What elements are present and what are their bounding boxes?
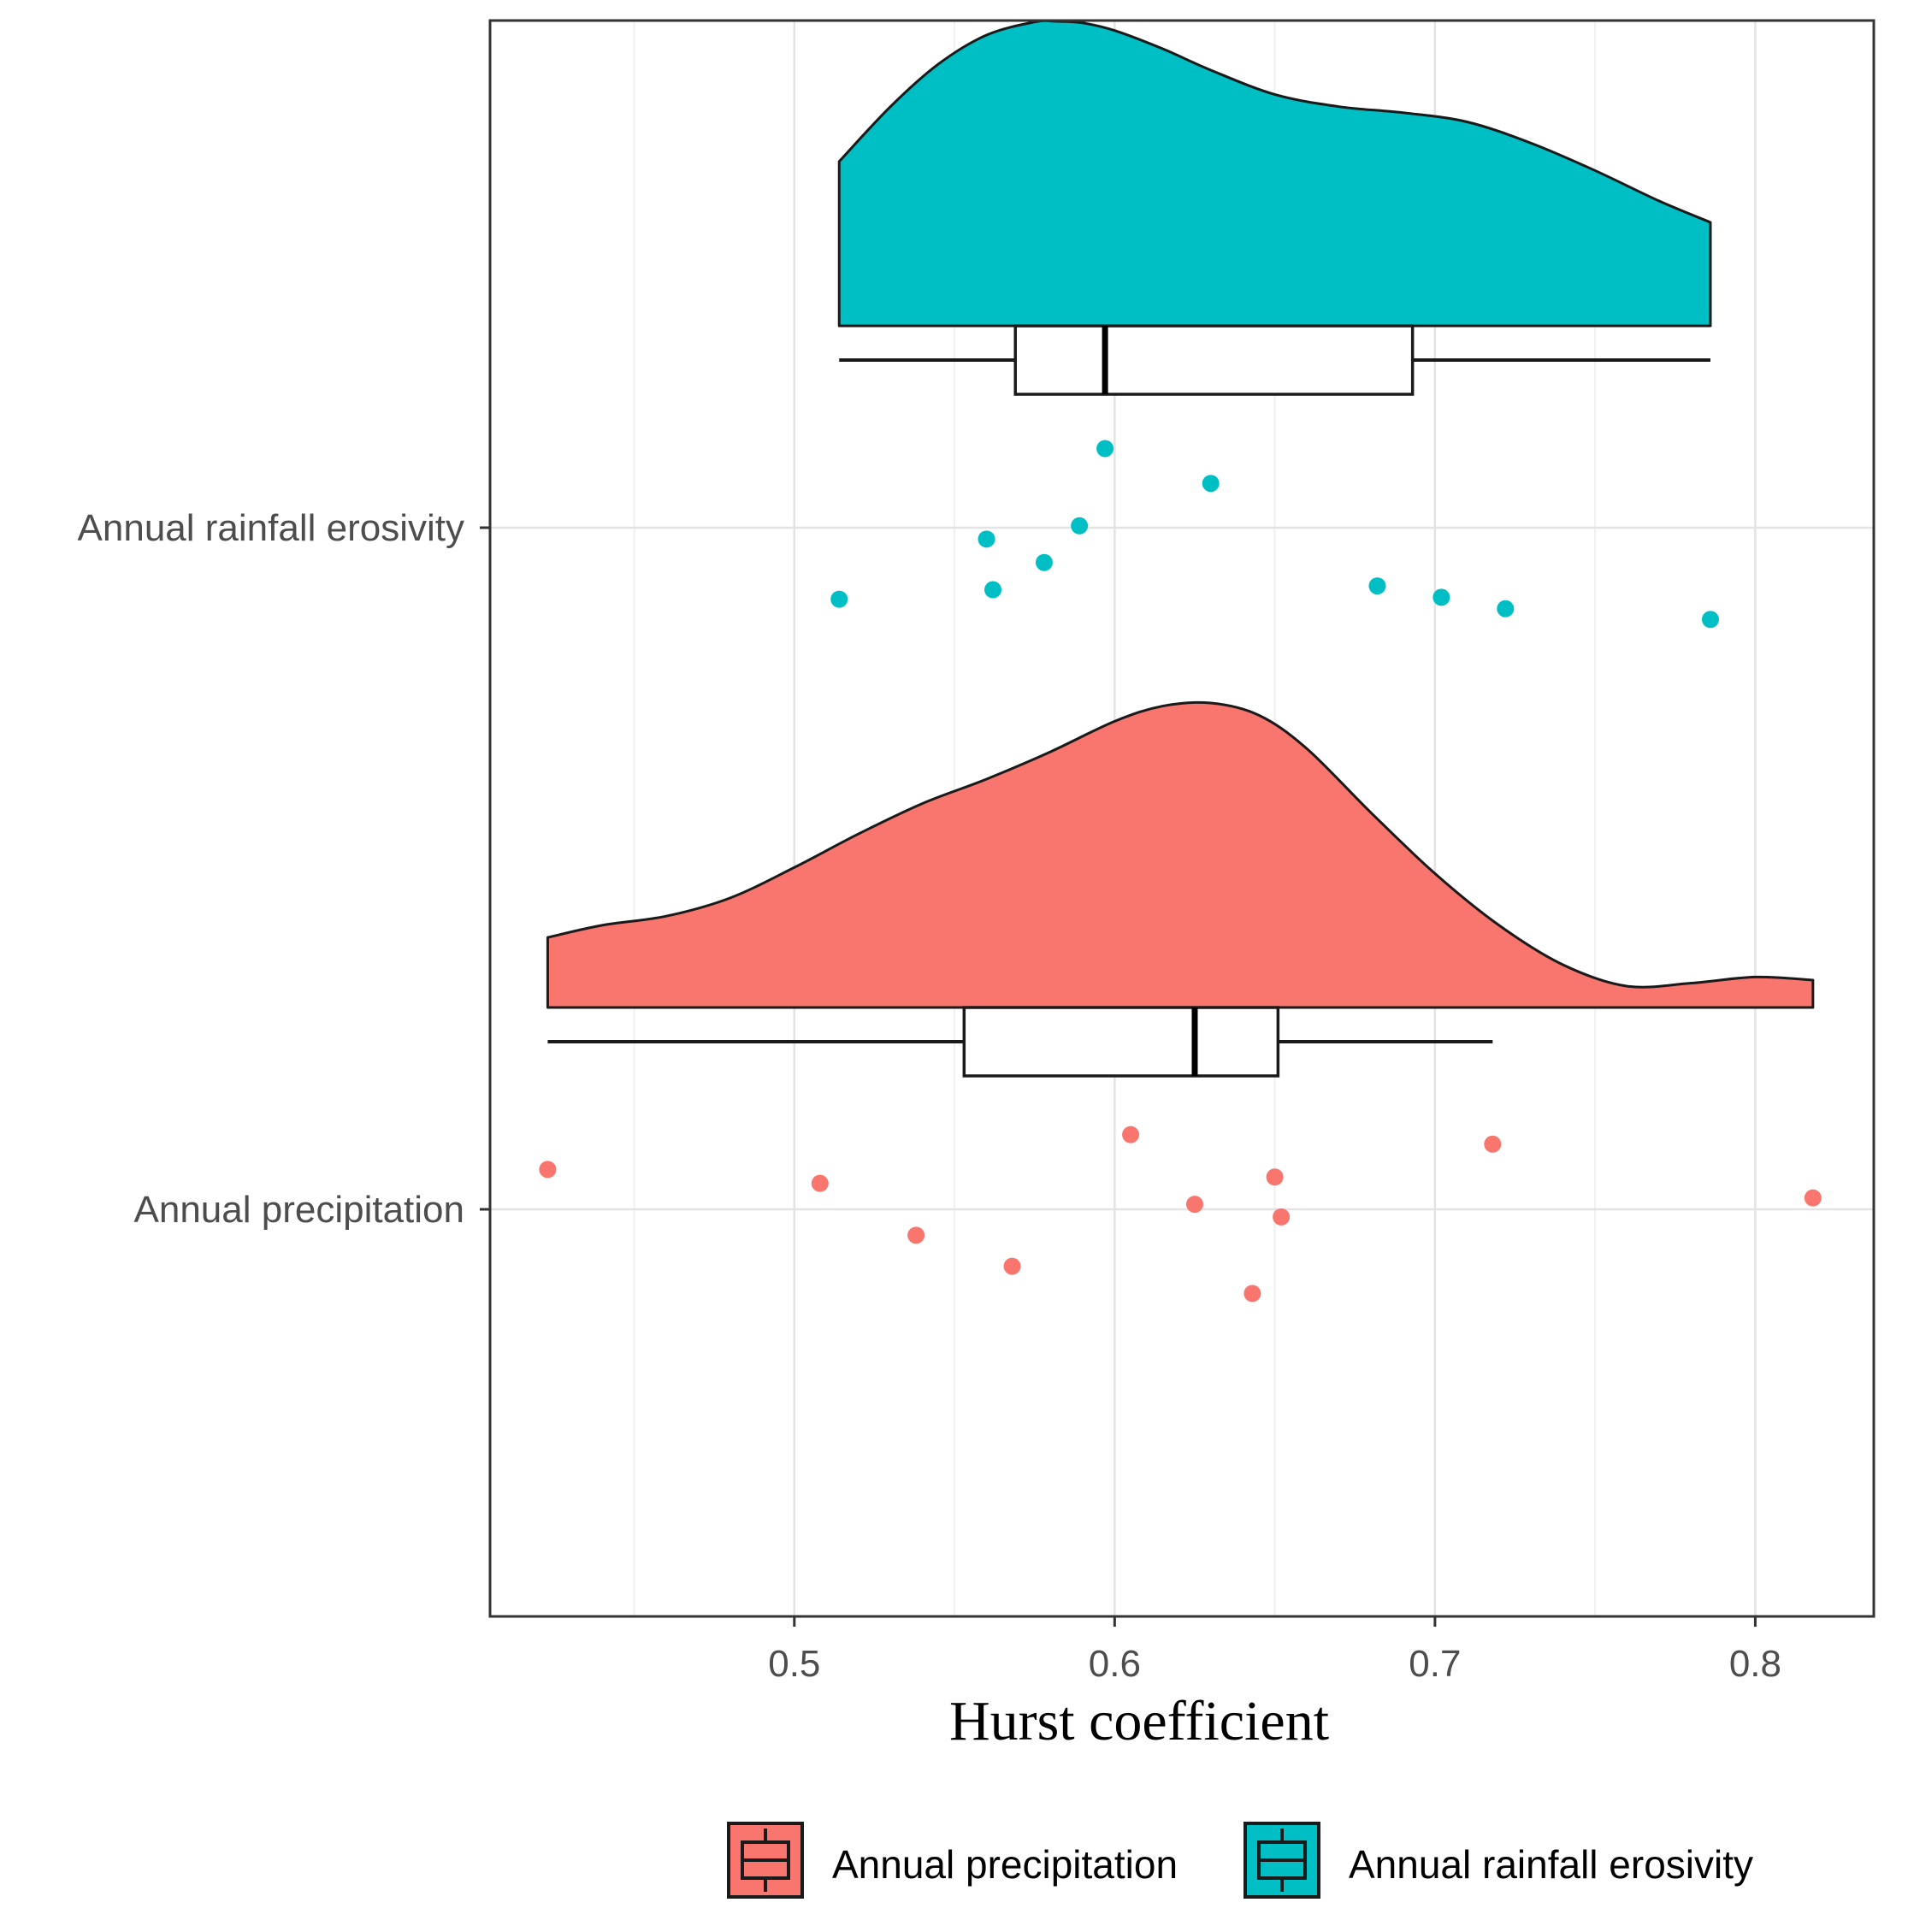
- density-cloud-annual-precipitation: [546, 700, 1815, 1009]
- point-annual-rainfall-erosivity-7: [1368, 577, 1386, 595]
- point-annual-rainfall-erosivity-10: [1701, 611, 1719, 629]
- legend-label-erosivity: Annual rainfall erosivity: [1349, 1842, 1753, 1887]
- data-points: [539, 440, 1822, 1303]
- boxplots: [547, 324, 1710, 1078]
- point-annual-rainfall-erosivity-5: [984, 581, 1002, 599]
- box-iqr-annual-rainfall-erosivity: [1013, 324, 1415, 396]
- legend: Annual precipitation Annual rainfall ero…: [727, 1822, 1753, 1899]
- point-annual-rainfall-erosivity-2: [1071, 517, 1089, 535]
- point-annual-rainfall-erosivity-9: [1497, 600, 1515, 617]
- boxplot-annual-precipitation: [547, 1006, 1493, 1078]
- point-annual-rainfall-erosivity-0: [1096, 440, 1114, 458]
- point-annual-rainfall-erosivity-1: [1202, 475, 1220, 493]
- panel-border: [488, 19, 1876, 1618]
- x-axis-title: Hurst coefficient: [949, 1690, 1329, 1752]
- point-annual-precipitation-1: [1484, 1135, 1502, 1153]
- point-annual-precipitation-5: [1185, 1196, 1203, 1214]
- legend-label-precipitation: Annual precipitation: [832, 1842, 1178, 1887]
- legend-item-erosivity[interactable]: Annual rainfall erosivity: [1243, 1822, 1753, 1899]
- point-annual-precipitation-7: [1804, 1189, 1822, 1207]
- point-annual-precipitation-2: [539, 1161, 557, 1179]
- x-tick-label-1: 0.6: [1089, 1643, 1141, 1685]
- point-annual-precipitation-3: [811, 1174, 829, 1192]
- x-tick-label-2: 0.7: [1409, 1643, 1461, 1685]
- legend-item-precipitation[interactable]: Annual precipitation: [727, 1822, 1178, 1899]
- point-annual-precipitation-10: [1243, 1285, 1261, 1303]
- axes: 0.5 0.6 0.7 0.8 Annual rainfall erosivity Ann…: [78, 507, 1781, 1685]
- x-tick-label-0: 0.5: [768, 1643, 820, 1685]
- boxplot-annual-rainfall-erosivity: [839, 324, 1710, 396]
- y-tick-label-0: Annual rainfall erosivity: [78, 507, 464, 549]
- point-annual-precipitation-4: [1266, 1168, 1284, 1186]
- point-annual-rainfall-erosivity-6: [830, 590, 848, 608]
- point-annual-precipitation-8: [907, 1226, 925, 1244]
- point-annual-rainfall-erosivity-4: [1035, 553, 1053, 571]
- x-tick-label-3: 0.8: [1729, 1643, 1781, 1685]
- legend-key-precipitation: [727, 1822, 804, 1899]
- point-annual-precipitation-9: [1003, 1257, 1021, 1275]
- point-annual-precipitation-6: [1273, 1208, 1291, 1226]
- density-cloud-annual-rainfall-erosivity: [837, 19, 1712, 328]
- y-tick-label-1: Annual precipitation: [134, 1189, 464, 1231]
- point-annual-precipitation-0: [1122, 1126, 1140, 1143]
- density-clouds: [546, 19, 1815, 1009]
- box-iqr-annual-precipitation: [962, 1006, 1280, 1078]
- point-annual-rainfall-erosivity-3: [978, 530, 995, 548]
- point-annual-rainfall-erosivity-8: [1432, 588, 1450, 606]
- legend-key-erosivity: [1243, 1822, 1320, 1899]
